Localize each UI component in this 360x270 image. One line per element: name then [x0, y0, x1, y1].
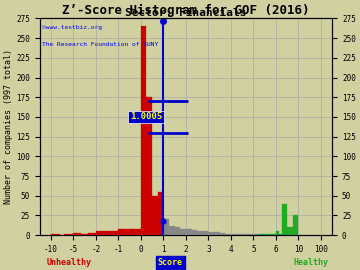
- Bar: [197, 231, 203, 235]
- Bar: [287, 227, 293, 235]
- Bar: [73, 233, 81, 235]
- Bar: [81, 234, 88, 235]
- Bar: [158, 192, 163, 235]
- Bar: [248, 234, 253, 235]
- Bar: [147, 97, 152, 235]
- Bar: [231, 234, 237, 235]
- Bar: [96, 231, 118, 235]
- Bar: [175, 227, 180, 235]
- Text: Sector: Financials: Sector: Financials: [125, 8, 247, 18]
- Bar: [220, 233, 225, 235]
- Bar: [163, 219, 169, 235]
- Bar: [253, 234, 259, 235]
- Bar: [51, 234, 55, 235]
- Bar: [282, 204, 287, 235]
- Bar: [208, 232, 214, 235]
- Bar: [88, 233, 96, 235]
- Text: Score: Score: [158, 258, 183, 267]
- Bar: [270, 234, 276, 235]
- Bar: [242, 234, 248, 235]
- Y-axis label: Number of companies (997 total): Number of companies (997 total): [4, 49, 13, 204]
- Bar: [293, 215, 298, 235]
- Bar: [192, 230, 197, 235]
- Bar: [118, 229, 141, 235]
- Title: Z’-Score Histogram for GOF (2016): Z’-Score Histogram for GOF (2016): [62, 4, 310, 17]
- Bar: [69, 234, 73, 235]
- Bar: [265, 234, 270, 235]
- Bar: [279, 234, 282, 235]
- Bar: [55, 234, 60, 235]
- Text: Healthy: Healthy: [293, 258, 328, 267]
- Bar: [141, 26, 147, 235]
- Bar: [203, 231, 208, 235]
- Bar: [186, 229, 192, 235]
- Bar: [64, 234, 69, 235]
- Bar: [214, 232, 220, 235]
- Text: 1.0005: 1.0005: [130, 112, 162, 122]
- Text: Unhealthy: Unhealthy: [46, 258, 91, 267]
- Text: ©www.textbiz.org: ©www.textbiz.org: [42, 25, 103, 30]
- Bar: [180, 229, 186, 235]
- Bar: [259, 234, 265, 235]
- Bar: [276, 231, 279, 235]
- Bar: [169, 226, 175, 235]
- Text: The Research Foundation of SUNY: The Research Foundation of SUNY: [42, 42, 159, 47]
- Bar: [152, 196, 158, 235]
- Bar: [225, 234, 231, 235]
- Bar: [237, 234, 242, 235]
